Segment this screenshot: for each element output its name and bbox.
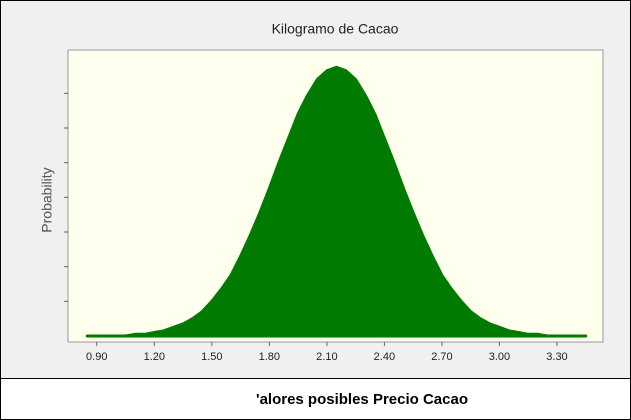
x-tick-label: 2.10 <box>316 351 337 363</box>
x-tick-label: 3.00 <box>489 351 510 363</box>
x-tick-label: 1.80 <box>259 351 280 363</box>
x-tick-label: 1.20 <box>144 351 165 363</box>
x-axis-label: 'alores posibles Precio Cacao <box>256 391 468 408</box>
area <box>85 65 588 338</box>
x-tick-label: 2.70 <box>431 351 452 363</box>
chart-title: Kilogramo de Cacao <box>272 21 399 37</box>
x-tick-label: 3.30 <box>546 351 567 363</box>
x-tick-label: 2.40 <box>374 351 395 363</box>
x-tick-label: 1.50 <box>201 351 222 363</box>
y-axis-label: Probability <box>39 167 55 232</box>
x-tick-label: 0.90 <box>86 351 107 363</box>
